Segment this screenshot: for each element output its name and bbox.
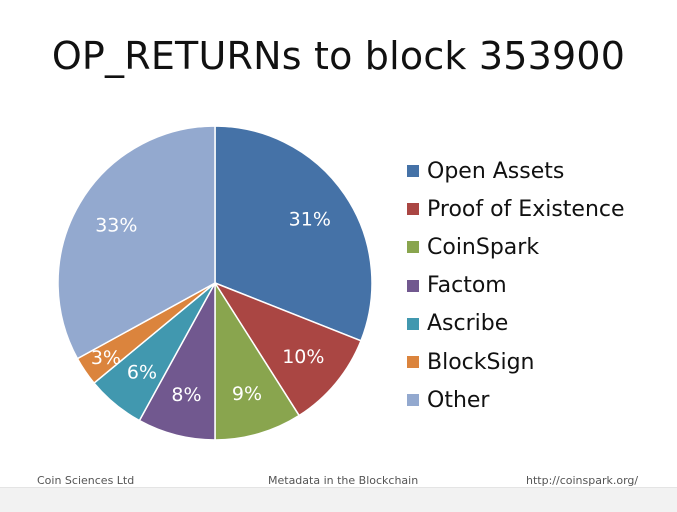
pie-data-label: 3%	[91, 347, 121, 369]
pie-slice-open-assets	[214, 125, 373, 342]
legend-item: Ascribe	[407, 305, 625, 343]
slide: OP_RETURNs to block 353900 31% 10% 9% 8% 6% 3…	[37, 34, 639, 487]
legend-swatch	[407, 203, 419, 216]
legend-swatch	[407, 165, 419, 178]
legend-item: Factom	[407, 267, 625, 305]
legend-item: BlockSign	[407, 343, 625, 381]
pie-chart: 31% 10% 9% 8% 6% 3% 33%	[57, 125, 373, 441]
legend-label: CoinSpark	[427, 234, 540, 260]
pie-data-label: 33%	[95, 215, 137, 237]
legend-label: BlockSign	[427, 349, 535, 375]
footer-url: http://coinspark.org/	[526, 474, 639, 487]
bottom-strip	[0, 487, 677, 512]
legend-swatch	[407, 317, 419, 330]
footer-company: Coin Sciences Ltd	[37, 474, 135, 487]
legend-item: CoinSpark	[407, 228, 625, 266]
pie-data-label: 10%	[282, 346, 324, 368]
legend-swatch	[407, 279, 419, 292]
legend-label: Proof of Existence	[427, 196, 625, 222]
legend-item: Other	[407, 381, 625, 419]
chart-legend: Open Assets Proof of Existence CoinSpark Fa…	[407, 152, 625, 419]
footer-presentation-title: Metadata in the Blockchain	[268, 474, 419, 487]
legend-item: Open Assets	[407, 152, 625, 190]
legend-swatch	[407, 241, 419, 254]
pie-slice-coinspark	[214, 280, 301, 441]
legend-swatch	[407, 394, 419, 407]
legend-swatch	[407, 356, 419, 369]
legend-item: Proof of Existence	[407, 190, 625, 228]
pie-slice-proof-of-existence	[213, 281, 362, 417]
legend-label: Ascribe	[427, 311, 509, 337]
legend-label: Other	[427, 387, 490, 413]
pie-data-label: 6%	[127, 361, 157, 383]
chart-title: OP_RETURNs to block 353900	[51, 34, 626, 78]
pie-data-label: 31%	[289, 209, 331, 231]
pie-data-label: 8%	[171, 384, 201, 406]
pie-data-label: 9%	[232, 383, 262, 405]
legend-label: Factom	[427, 273, 507, 299]
legend-label: Open Assets	[427, 158, 565, 184]
pie-slice-other	[57, 125, 216, 360]
